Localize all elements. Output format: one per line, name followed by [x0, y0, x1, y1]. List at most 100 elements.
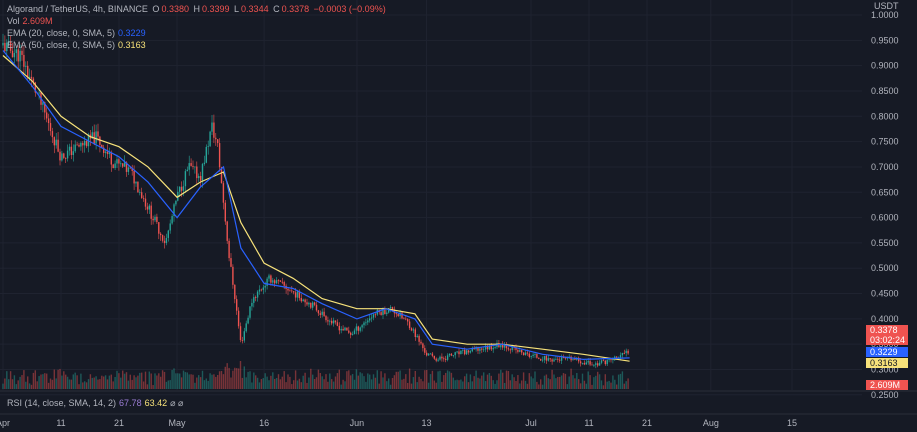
volume-bar [268, 380, 270, 389]
candle-body [262, 287, 264, 290]
candle-body [545, 356, 548, 361]
volume-bar [560, 375, 563, 389]
volume-bar [521, 380, 523, 389]
candle-body [456, 351, 458, 353]
volume-bar [372, 374, 375, 389]
symbol-title[interactable]: Algorand / TetherUS, 4h, BINANCE [7, 4, 148, 14]
volume-bar [424, 370, 426, 389]
volume-bar [355, 369, 358, 389]
volume-bar [407, 382, 409, 389]
volume-bar [340, 384, 342, 389]
volume-bar [460, 379, 462, 389]
candle-body [256, 291, 259, 298]
candle-body [534, 354, 536, 355]
candle-body [574, 359, 576, 360]
volume-bar [251, 382, 253, 389]
candle-body [321, 311, 323, 315]
volume-bar [564, 373, 567, 389]
volume-bar [557, 376, 559, 389]
candle-body [76, 144, 78, 146]
candle-body [517, 349, 519, 352]
candle-body [405, 318, 407, 320]
candle-body [245, 323, 247, 332]
volume-bar [583, 380, 586, 389]
volume-bar [416, 382, 418, 389]
volume-bar [87, 379, 90, 389]
volume-bar [595, 375, 597, 389]
ema50-legend[interactable]: EMA (50, close, 0, SMA, 5) 0.3163 [7, 39, 146, 51]
volume-bar [465, 373, 468, 389]
candle-body [234, 284, 236, 300]
time-tick-label: Jul [525, 418, 537, 428]
volume-bar [617, 374, 620, 389]
volume-bar [608, 380, 610, 389]
candle-body [274, 280, 276, 284]
volume-bar [220, 370, 223, 389]
candle-body [418, 335, 420, 342]
candle-body [407, 319, 409, 322]
candle-body [327, 320, 329, 322]
candle-body [583, 363, 586, 365]
volume-bar [289, 376, 291, 389]
candle-body [600, 360, 603, 363]
candle-body [317, 310, 320, 314]
candle-body [15, 49, 17, 54]
candle-body [439, 356, 441, 360]
candle-body [61, 153, 63, 161]
volume-bar [32, 372, 35, 389]
candle-body [249, 306, 251, 318]
candle-body [389, 307, 392, 309]
volume-bar [224, 366, 226, 389]
ema20-legend[interactable]: EMA (20, close, 0, SMA, 5) 0.3229 [7, 27, 146, 39]
volume-bar [300, 382, 302, 389]
candle-body [543, 356, 546, 360]
candle-body [593, 364, 595, 366]
candle-body [296, 291, 299, 298]
candle-body [65, 157, 67, 159]
volume-bar [555, 378, 557, 389]
candle-body [606, 360, 608, 365]
volume-bar [180, 377, 183, 389]
time-axis[interactable]: Apr 11 21 May 16 Jun 13 Jul 11 21 Aug 15 [0, 418, 797, 428]
candle-body [494, 347, 496, 349]
volume-legend[interactable]: Vol 2.609M [7, 15, 53, 27]
volume-bar [171, 370, 173, 389]
volume-bar [522, 372, 525, 389]
volume-bar [17, 380, 19, 389]
candle-body [483, 349, 485, 351]
candle-body [281, 281, 283, 283]
volume-bar [103, 376, 105, 389]
volume-bar [350, 375, 352, 389]
candle-body [587, 361, 589, 363]
volume-bar [547, 378, 549, 389]
volume-bar [163, 371, 166, 389]
volume-bar [578, 379, 580, 389]
candle-body [106, 151, 109, 155]
volume-bar [597, 371, 599, 389]
candle-body [505, 345, 508, 349]
volume-bar [194, 382, 196, 389]
candle-body [336, 322, 339, 326]
rsi-hidden-icons[interactable]: ⌀ ⌀ [170, 398, 184, 408]
candle-body [549, 358, 551, 360]
ema20-value: 0.3229 [118, 28, 146, 38]
candle-body [289, 290, 291, 292]
candle-body [218, 143, 221, 168]
candle-body [528, 353, 530, 357]
volume-bar [585, 383, 587, 389]
candle-body [559, 359, 561, 361]
volume-bar [625, 381, 627, 389]
rsi-legend[interactable]: RSI (14, close, SMA, 14, 2) 67.78 63.42 ⌀ ⌀ [7, 397, 183, 409]
volume-bar [317, 369, 320, 389]
volume-bar [65, 374, 67, 389]
candle-body [420, 341, 422, 344]
candle-body [279, 280, 282, 282]
volume-bar [532, 378, 534, 389]
candle-body [125, 162, 128, 172]
volume-bar [279, 379, 282, 389]
candle-body [469, 351, 472, 353]
candle-body [579, 361, 582, 364]
price-tick-label: 0.5000 [871, 263, 899, 273]
volume-bar [566, 384, 568, 389]
